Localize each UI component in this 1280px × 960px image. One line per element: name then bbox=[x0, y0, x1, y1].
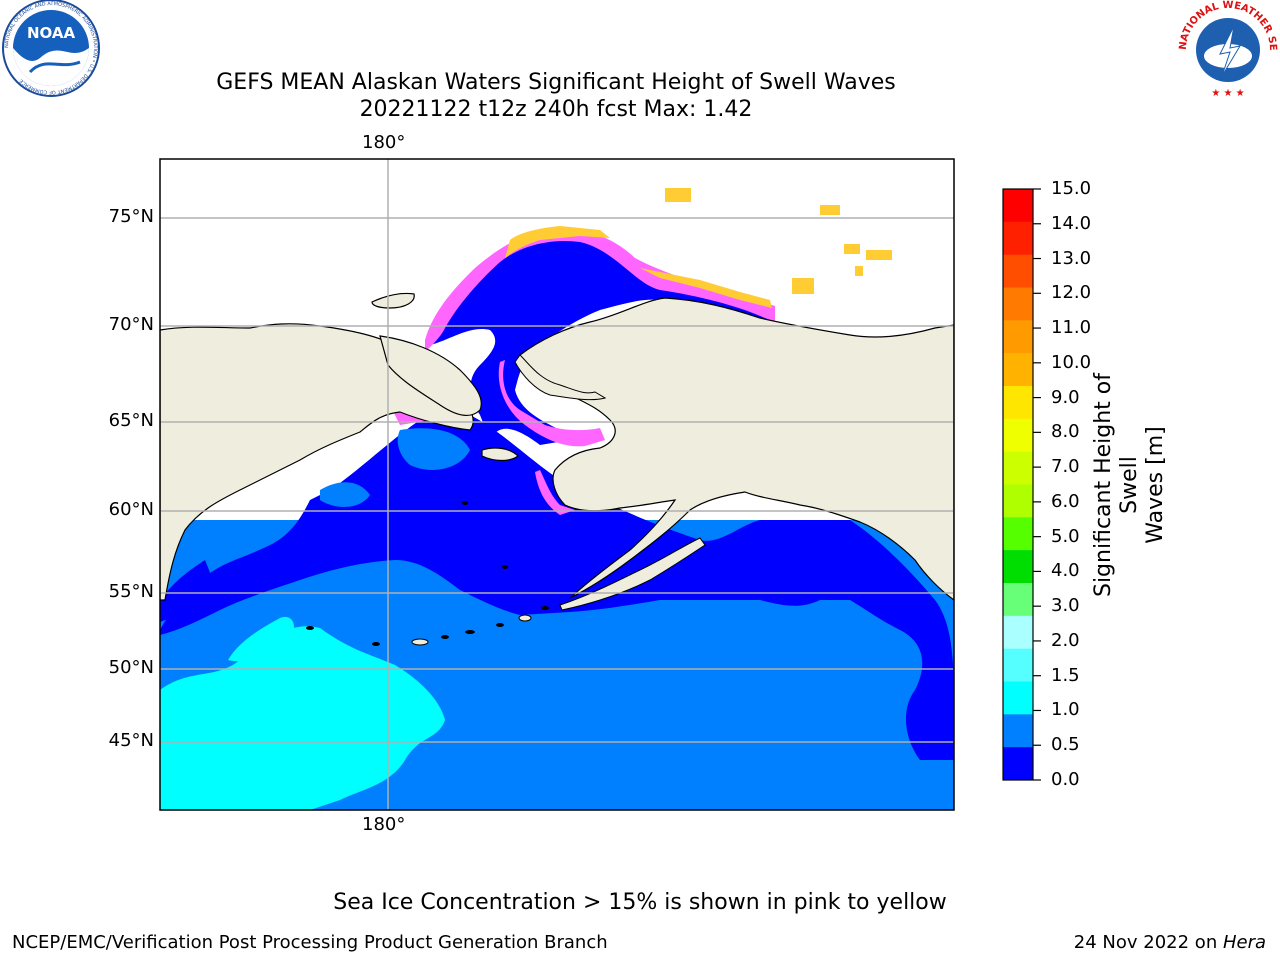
aleutian-islands bbox=[306, 501, 549, 646]
chart-title: GEFS MEAN Alaskan Waters Significant Hei… bbox=[216, 70, 896, 95]
colorbar-swatch bbox=[1003, 747, 1033, 781]
lon-label-bottom: 180° bbox=[362, 814, 406, 835]
colorbar-swatch bbox=[1003, 386, 1033, 420]
chart-subtitle: 20221122 t12z 240h fcst Max: 1.42 bbox=[359, 97, 753, 122]
colorbar-tick-label: 2.0 bbox=[1051, 629, 1080, 651]
colorbar-tick-label: 6.0 bbox=[1051, 490, 1080, 512]
colorbar-swatch bbox=[1003, 418, 1033, 453]
svg-text:★ ★ ★: ★ ★ ★ bbox=[1211, 88, 1244, 99]
lon-label-top: 180° bbox=[362, 132, 406, 153]
colorbar-swatch bbox=[1003, 189, 1033, 223]
lat-label-75: 75°N bbox=[108, 206, 154, 227]
colorbar-swatch bbox=[1003, 517, 1033, 551]
ocean-swell-0-0.5 bbox=[160, 415, 954, 760]
colorbar-tick-label: 10.0 bbox=[1051, 351, 1092, 373]
colorbar-tick-label: 5.0 bbox=[1051, 525, 1080, 547]
colorbar-tick-label: 12.0 bbox=[1051, 282, 1092, 304]
land-alaska bbox=[519, 297, 954, 601]
colorbar-swatch bbox=[1003, 353, 1033, 387]
colorbar-tick-label: 4.0 bbox=[1051, 560, 1080, 582]
colorbar-swatch bbox=[1003, 648, 1033, 682]
colorbar-tick-label: 0.5 bbox=[1051, 734, 1080, 756]
lat-label-60: 60°N bbox=[108, 499, 154, 520]
colorbar-tick-label: 13.0 bbox=[1051, 247, 1092, 269]
colorbar-tick-label: 1.5 bbox=[1051, 664, 1080, 686]
nws-logo: NATIONAL WEATHER SERVICE ★ ★ ★ bbox=[1172, 0, 1280, 100]
colorbar-label: Significant Height of Swell Waves [m] bbox=[1091, 372, 1168, 598]
colorbar-tick-label: 14.0 bbox=[1051, 212, 1092, 234]
ocean-swell-0.5-1.0 bbox=[160, 520, 954, 810]
footer-left: NCEP/EMC/Verification Post Processing Pr… bbox=[12, 932, 608, 953]
map-frame bbox=[159, 158, 955, 811]
lat-label-45: 45°N bbox=[108, 730, 154, 751]
colorbar-swatch bbox=[1003, 681, 1033, 715]
colorbar-tick-label: 1.0 bbox=[1051, 699, 1080, 721]
colorbar-swatch bbox=[1003, 615, 1033, 650]
colorbar-tick-label: 9.0 bbox=[1051, 386, 1080, 408]
colorbar-swatch bbox=[1003, 550, 1033, 584]
ocean-swell-1.0-1.5 bbox=[160, 626, 445, 810]
lat-label-65: 65°N bbox=[108, 410, 154, 431]
graticule bbox=[160, 159, 954, 810]
land-siberia bbox=[160, 323, 474, 601]
sea-ice-edge bbox=[425, 227, 775, 352]
noaa-logo-text: NOAA bbox=[27, 24, 76, 42]
noaa-logo: NOAA NATIONAL OCEANIC AND ATMOSPHERIC AD… bbox=[0, 0, 106, 100]
footer-right: 24 Nov 2022 on Hera bbox=[1073, 932, 1266, 953]
ice-patch bbox=[665, 188, 691, 202]
colorbar-swatch bbox=[1003, 320, 1033, 354]
colorbar-tick-label: 3.0 bbox=[1051, 595, 1080, 617]
colorbar-swatch bbox=[1003, 583, 1033, 617]
colorbar-swatch bbox=[1003, 254, 1033, 288]
colorbar-swatch bbox=[1003, 714, 1033, 748]
colorbar-swatch bbox=[1003, 451, 1033, 485]
colorbar-tick-label: 8.0 bbox=[1051, 421, 1080, 443]
colorbar-tick-label: 7.0 bbox=[1051, 456, 1080, 478]
colorbar-swatch bbox=[1003, 221, 1033, 256]
lat-label-50: 50°N bbox=[108, 657, 154, 678]
colorbar-tick-label: 15.0 bbox=[1051, 178, 1092, 199]
colorbar-swatch bbox=[1003, 287, 1033, 321]
colorbar-tick-label: 11.0 bbox=[1051, 317, 1092, 339]
lat-label-70: 70°N bbox=[108, 314, 154, 335]
sea-ice-caption: Sea Ice Concentration > 15% is shown in … bbox=[333, 890, 947, 915]
colorbar-tick-label: 0.0 bbox=[1051, 769, 1080, 790]
lat-label-55: 55°N bbox=[108, 581, 154, 602]
colorbar-swatch bbox=[1003, 484, 1033, 518]
